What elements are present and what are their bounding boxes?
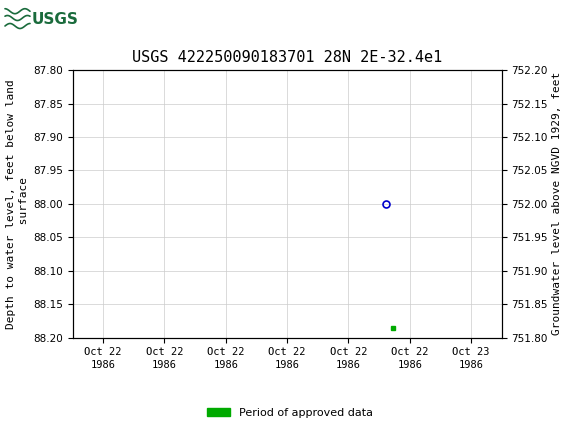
FancyBboxPatch shape [4,4,59,36]
Text: USGS: USGS [32,12,79,28]
Title: USGS 422250090183701 28N 2E-32.4e1: USGS 422250090183701 28N 2E-32.4e1 [132,50,442,65]
Y-axis label: Depth to water level, feet below land
 surface: Depth to water level, feet below land su… [6,79,29,329]
Legend: Period of approved data: Period of approved data [203,403,377,422]
Y-axis label: Groundwater level above NGVD 1929, feet: Groundwater level above NGVD 1929, feet [552,72,562,335]
